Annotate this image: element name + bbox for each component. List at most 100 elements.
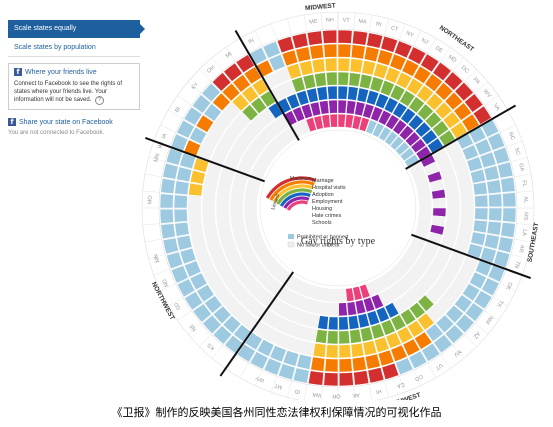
wheel-segment[interactable] [453, 294, 473, 313]
wheel-segment[interactable] [352, 30, 369, 46]
wheel-segment[interactable] [424, 111, 442, 129]
state-label[interactable]: NE [188, 322, 198, 332]
wheel-segment[interactable] [291, 76, 306, 93]
wheel-segment[interactable] [435, 314, 455, 334]
wheel-segment[interactable] [191, 94, 212, 114]
wheel-segment[interactable] [432, 61, 452, 82]
wheel-segment[interactable] [408, 96, 426, 114]
state-label[interactable]: MI [225, 51, 234, 60]
wheel-segment[interactable] [408, 350, 428, 370]
wheel-segment[interactable] [269, 344, 287, 363]
wheel-segment[interactable] [404, 131, 421, 147]
rights-wheel-chart[interactable]: MN WI IA MO BI KY OH MI IN ME NH VT MA RI CT NY NJ DEMDDC… [0, 0, 553, 400]
wheel-segment[interactable] [159, 193, 174, 209]
wheel-segment[interactable] [183, 260, 202, 278]
wheel-segment[interactable] [472, 219, 488, 234]
wheel-segment[interactable] [444, 91, 464, 111]
wheel-segment[interactable] [338, 372, 354, 387]
wheel-segment[interactable] [316, 86, 329, 102]
state-label[interactable]: HI [375, 388, 382, 395]
wheel-segment[interactable] [295, 46, 312, 63]
scale-equally-button[interactable]: Scale states equally [8, 20, 145, 38]
wheel-segment[interactable] [487, 132, 506, 151]
wheel-segment[interactable] [390, 314, 407, 332]
wheel-segment[interactable] [188, 126, 208, 145]
wheel-segment[interactable] [236, 343, 256, 363]
wheel-segment[interactable] [302, 73, 317, 90]
wheel-segment[interactable] [321, 114, 331, 129]
wheel-segment[interactable] [231, 93, 250, 112]
wheel-segment[interactable] [282, 349, 300, 367]
wheel-segment[interactable] [189, 272, 208, 291]
state-label[interactable]: TN [513, 260, 521, 269]
wheel-segment[interactable] [370, 323, 385, 340]
wheel-segment[interactable] [337, 57, 351, 72]
wheel-segment[interactable] [347, 314, 360, 330]
wheel-segment[interactable] [433, 333, 453, 354]
wheel-segment[interactable] [338, 330, 351, 345]
wheel-segment[interactable] [325, 71, 338, 86]
state-label[interactable]: BI [174, 106, 182, 114]
wheel-segment[interactable] [354, 299, 367, 315]
wheel-segment[interactable] [486, 220, 502, 236]
wheel-segment[interactable] [443, 71, 464, 91]
wheel-segment[interactable] [306, 87, 319, 104]
state-label[interactable]: OK [504, 281, 513, 291]
wheel-segment[interactable] [358, 116, 370, 133]
wheel-segment[interactable] [381, 362, 400, 380]
wheel-segment[interactable] [371, 122, 385, 138]
state-label[interactable]: FL [521, 180, 528, 187]
state-label[interactable]: AZ [471, 330, 481, 340]
wheel-segment[interactable] [351, 356, 367, 372]
wheel-segment[interactable] [408, 301, 426, 320]
wheel-segment[interactable] [474, 138, 493, 156]
wheel-segment[interactable] [298, 60, 314, 77]
wheel-segment[interactable] [232, 73, 251, 93]
wheel-segment[interactable] [176, 166, 193, 183]
wheel-segment[interactable] [416, 103, 434, 121]
wheel-segment[interactable] [338, 316, 349, 331]
wheel-segment[interactable] [354, 101, 366, 117]
wheel-segment[interactable] [300, 103, 314, 120]
wheel-segment[interactable] [502, 192, 517, 208]
wheel-segment[interactable] [327, 316, 339, 331]
wheel-segment[interactable] [373, 62, 389, 80]
wheel-segment[interactable] [385, 114, 400, 131]
wheel-segment[interactable] [189, 169, 206, 185]
wheel-segment[interactable] [170, 133, 189, 152]
wheel-segment[interactable] [174, 180, 190, 196]
state-label[interactable]: LA [520, 229, 527, 237]
state-label[interactable]: AR [517, 244, 525, 253]
wheel-segment[interactable] [442, 111, 461, 130]
wheel-segment[interactable] [366, 32, 384, 49]
wheel-segment[interactable] [337, 113, 346, 128]
wheel-segment[interactable] [337, 85, 349, 100]
scale-population-button[interactable]: Scale states by population [8, 40, 140, 57]
wheel-segment[interactable] [421, 342, 441, 362]
wheel-segment[interactable] [375, 306, 390, 323]
wheel-segment[interactable] [166, 251, 184, 270]
state-label[interactable]: UT [434, 362, 444, 371]
wheel-segment[interactable] [378, 126, 392, 142]
state-label[interactable]: WA [312, 391, 322, 398]
wheel-segment[interactable] [461, 283, 481, 302]
help-icon[interactable]: ? [95, 96, 105, 105]
wheel-segment[interactable] [469, 168, 486, 184]
wheel-segment[interactable] [377, 109, 392, 126]
state-label[interactable]: PA [472, 77, 481, 86]
wheel-segment[interactable] [365, 119, 378, 135]
wheel-segment[interactable] [464, 302, 485, 322]
wheel-segment[interactable] [362, 103, 375, 119]
wheel-segment[interactable] [376, 49, 394, 67]
state-label[interactable]: NV [452, 348, 462, 358]
wheel-segment[interactable] [310, 356, 326, 372]
wheel-segment[interactable] [325, 344, 339, 359]
wheel-segment[interactable] [337, 99, 347, 114]
wheel-segment[interactable] [338, 344, 352, 359]
state-label[interactable]: AL [522, 196, 528, 203]
wheel-segment[interactable] [389, 53, 407, 72]
wheel-segment[interactable] [176, 234, 193, 251]
wheel-segment[interactable] [352, 285, 363, 301]
wheel-segment[interactable] [201, 82, 221, 103]
wheel-segment[interactable] [414, 331, 433, 350]
